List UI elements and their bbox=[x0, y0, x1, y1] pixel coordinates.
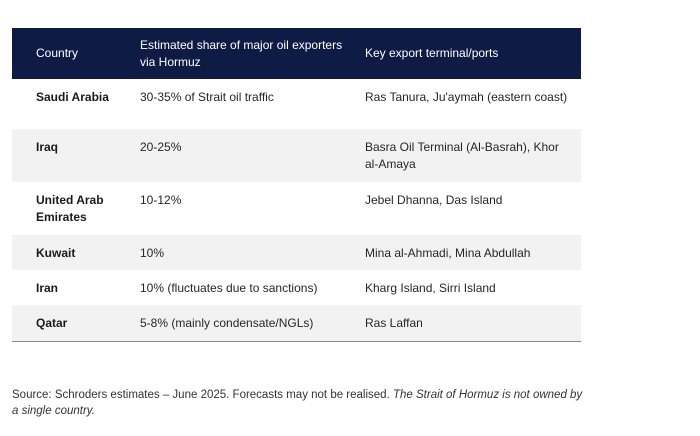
cell-share: 20-25% bbox=[140, 140, 182, 154]
cell-country: Iraq bbox=[36, 140, 59, 154]
table-body: Saudi Arabia 30-35% of Strait oil traffi… bbox=[12, 79, 581, 342]
table-header: Country Estimated share of major oil exp… bbox=[12, 28, 581, 79]
cell-share: 30-35% of Strait oil traffic bbox=[140, 90, 274, 104]
cell-country: United Arab Emirates bbox=[36, 193, 104, 224]
cell-country: Iran bbox=[36, 281, 59, 295]
source-note: Source: Schroders estimates – June 2025.… bbox=[12, 387, 587, 419]
header-row: Country Estimated share of major oil exp… bbox=[12, 28, 581, 79]
cell-country: Kuwait bbox=[36, 246, 76, 260]
cell-ports: Ras Laffan bbox=[355, 305, 581, 342]
table-row: Iran 10% (fluctuates due to sanctions) K… bbox=[12, 270, 581, 305]
cell-country: Saudi Arabia bbox=[36, 90, 109, 104]
cell-ports: Ras Tanura, Ju'aymah (eastern coast) bbox=[365, 90, 568, 104]
hormuz-exporters-table: Country Estimated share of major oil exp… bbox=[12, 28, 581, 342]
source-italic-note: The Strait of Hormuz is not owned by a s… bbox=[12, 389, 583, 417]
source-text: Source: Schroders estimates – June 2025.… bbox=[12, 389, 390, 401]
table-row: Iraq 20-25% Basra Oil Terminal (Al-Basra… bbox=[12, 129, 581, 182]
table-row: United Arab Emirates 10-12% Jebel Dhanna… bbox=[12, 182, 581, 235]
header-share: Estimated share of major oil exporters v… bbox=[140, 37, 343, 69]
cell-share: 10-12% bbox=[140, 193, 182, 207]
data-table: Country Estimated share of major oil exp… bbox=[12, 28, 581, 342]
cell-ports: Basra Oil Terminal (Al-Basrah), Khor al-… bbox=[365, 140, 559, 171]
cell-share: 10% bbox=[140, 246, 165, 260]
cell-country: Qatar bbox=[12, 305, 130, 342]
cell-ports: Kharg Island, Sirri Island bbox=[365, 281, 496, 295]
table-row: Saudi Arabia 30-35% of Strait oil traffi… bbox=[12, 79, 581, 129]
header-ports: Key export terminal/ports bbox=[365, 46, 499, 60]
cell-share: 10% (fluctuates due to sanctions) bbox=[140, 281, 318, 295]
table-row: Kuwait 10% Mina al-Ahmadi, Mina Abdullah bbox=[12, 235, 581, 270]
cell-ports: Mina al-Ahmadi, Mina Abdullah bbox=[365, 246, 531, 260]
cell-ports: Jebel Dhanna, Das Island bbox=[365, 193, 503, 207]
table-row: Qatar 5-8% (mainly condensate/NGLs) Ras … bbox=[12, 305, 581, 342]
header-country: Country bbox=[36, 46, 79, 60]
cell-share: 5-8% (mainly condensate/NGLs) bbox=[130, 305, 355, 342]
